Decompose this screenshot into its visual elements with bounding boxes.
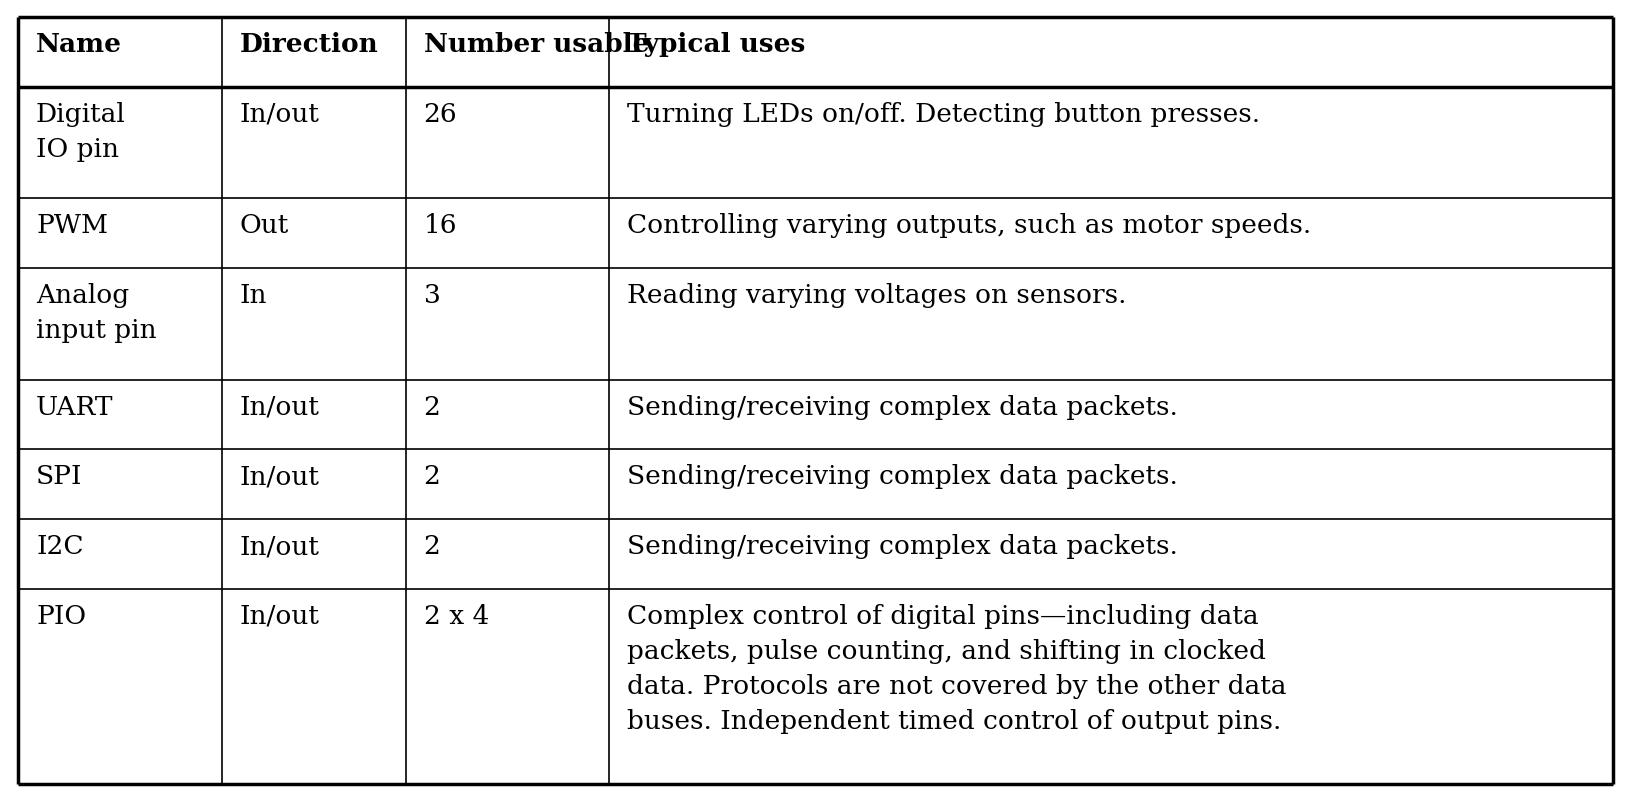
Text: Number usable: Number usable — [424, 32, 649, 57]
Text: SPI: SPI — [36, 464, 83, 488]
Text: I2C: I2C — [36, 533, 83, 558]
Text: Analog
input pin: Analog input pin — [36, 282, 156, 342]
Text: 2: 2 — [424, 464, 440, 488]
Text: PWM: PWM — [36, 213, 108, 238]
Text: 26: 26 — [424, 102, 456, 127]
Text: Reading varying voltages on sensors.: Reading varying voltages on sensors. — [628, 282, 1126, 308]
Text: 2 x 4: 2 x 4 — [424, 603, 489, 628]
Text: In/out: In/out — [240, 394, 319, 419]
Text: 2: 2 — [424, 533, 440, 558]
Text: In: In — [240, 282, 267, 308]
Text: 3: 3 — [424, 282, 440, 308]
Text: PIO: PIO — [36, 603, 86, 628]
Text: In/out: In/out — [240, 102, 319, 127]
Text: Sending/receiving complex data packets.: Sending/receiving complex data packets. — [628, 464, 1177, 488]
Text: Digital
IO pin: Digital IO pin — [36, 102, 126, 161]
Text: Direction: Direction — [240, 32, 378, 57]
Text: UART: UART — [36, 394, 114, 419]
Text: Typical uses: Typical uses — [628, 32, 805, 57]
Text: Turning LEDs on/off. Detecting button presses.: Turning LEDs on/off. Detecting button pr… — [628, 102, 1260, 127]
Text: Out: Out — [240, 213, 289, 238]
Text: Complex control of digital pins—including data
packets, pulse counting, and shif: Complex control of digital pins—includin… — [628, 603, 1286, 733]
Text: 2: 2 — [424, 394, 440, 419]
Text: Sending/receiving complex data packets.: Sending/receiving complex data packets. — [628, 394, 1177, 419]
Text: In/out: In/out — [240, 533, 319, 558]
Text: Sending/receiving complex data packets.: Sending/receiving complex data packets. — [628, 533, 1177, 558]
Text: In/out: In/out — [240, 603, 319, 628]
Text: Name: Name — [36, 32, 122, 57]
Text: In/out: In/out — [240, 464, 319, 488]
Text: Controlling varying outputs, such as motor speeds.: Controlling varying outputs, such as mot… — [628, 213, 1311, 238]
Text: 16: 16 — [424, 213, 456, 238]
